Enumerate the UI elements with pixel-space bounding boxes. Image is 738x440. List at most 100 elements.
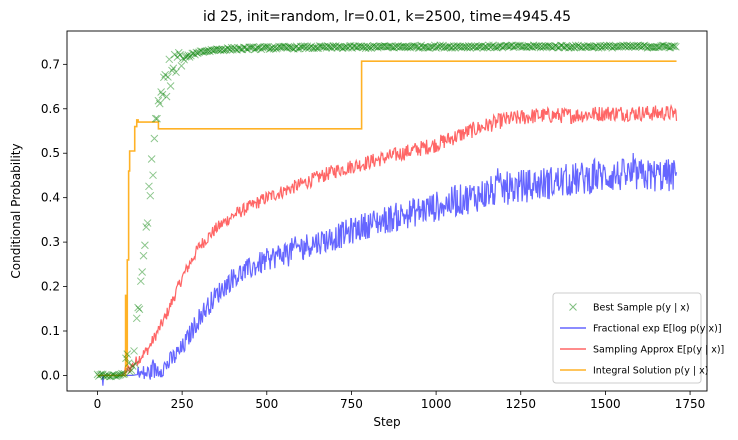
best-sample-point — [397, 42, 405, 51]
best-sample-point — [157, 88, 165, 96]
best-sample-point — [218, 45, 226, 54]
best-sample-point — [245, 43, 254, 52]
best-sample-point — [376, 42, 385, 51]
best-sample-point — [456, 42, 465, 51]
best-sample-point — [556, 41, 565, 50]
best-sample-point — [252, 45, 260, 53]
best-sample-point — [651, 43, 660, 52]
best-sample-point — [199, 48, 207, 57]
best-sample-point — [516, 41, 524, 50]
best-sample-point — [457, 43, 466, 52]
best-sample-point — [401, 43, 409, 51]
best-sample-point — [585, 42, 594, 51]
best-sample-point — [504, 42, 512, 51]
best-sample-point — [260, 42, 268, 51]
best-sample-point — [368, 42, 377, 51]
best-sample-point — [178, 54, 187, 63]
best-sample-point — [552, 42, 561, 51]
best-sample-point — [174, 48, 183, 57]
best-sample-point — [569, 42, 577, 50]
best-sample-point — [514, 41, 523, 50]
y-tick-label: 0.7 — [41, 57, 60, 71]
best-sample-point — [266, 44, 275, 53]
best-sample-point — [547, 43, 556, 51]
best-sample-point — [462, 42, 470, 51]
best-sample-point — [596, 41, 604, 50]
best-sample-point — [318, 42, 327, 51]
best-sample-point — [234, 44, 243, 52]
best-sample-point — [344, 43, 352, 52]
best-sample-point — [570, 43, 579, 52]
best-sample-point — [180, 55, 189, 64]
best-sample-point — [142, 223, 151, 231]
best-sample-point — [208, 46, 217, 55]
best-sample-point — [485, 41, 493, 50]
best-sample-point — [522, 43, 531, 51]
best-sample-point — [359, 43, 367, 51]
best-sample-point — [349, 42, 358, 50]
best-sample-point — [642, 42, 650, 51]
best-sample-point — [635, 42, 644, 51]
best-sample-point — [398, 42, 407, 51]
best-sample-point — [395, 43, 404, 52]
best-sample-point — [636, 41, 645, 50]
best-sample-point — [543, 42, 552, 51]
best-sample-point — [392, 43, 401, 51]
best-sample-point — [319, 43, 328, 51]
best-sample-point — [104, 371, 113, 380]
x-tick-label: 750 — [340, 397, 363, 411]
best-sample-point — [592, 42, 600, 50]
best-sample-point — [539, 43, 547, 52]
series-line-fractional — [97, 152, 678, 386]
best-sample-point — [177, 61, 186, 70]
best-sample-point — [207, 45, 216, 54]
best-sample-point — [451, 44, 459, 52]
best-sample-point — [422, 43, 431, 52]
best-sample-point — [192, 48, 201, 57]
best-sample-point — [124, 359, 133, 367]
best-sample-point — [662, 42, 671, 51]
best-sample-point — [581, 43, 589, 52]
best-sample-point — [210, 46, 218, 55]
best-sample-point — [432, 44, 440, 52]
best-sample-point — [495, 42, 504, 50]
best-sample-point — [410, 42, 419, 50]
best-sample-point — [600, 41, 608, 50]
best-sample-point — [437, 43, 446, 51]
best-sample-point — [491, 42, 500, 51]
best-sample-point — [153, 114, 161, 123]
x-tick-label: 500 — [255, 397, 278, 411]
best-sample-point — [617, 42, 626, 51]
best-sample-point — [120, 369, 129, 378]
best-sample-point — [154, 96, 163, 105]
best-sample-point — [655, 43, 664, 51]
best-sample-point — [235, 44, 244, 53]
best-sample-point — [173, 53, 182, 61]
best-sample-point — [261, 43, 270, 51]
best-sample-point — [428, 43, 436, 52]
best-sample-point — [567, 43, 576, 52]
best-sample-point — [195, 48, 203, 57]
best-sample-point — [225, 45, 233, 53]
y-tick-label: 0.6 — [41, 102, 60, 116]
best-sample-point — [615, 42, 623, 51]
best-sample-point — [128, 362, 137, 370]
best-sample-point — [201, 47, 210, 56]
best-sample-point — [288, 44, 297, 53]
best-sample-point — [611, 42, 619, 51]
best-sample-point — [601, 42, 610, 51]
best-sample-point — [143, 219, 152, 227]
series-line-integral-solution — [97, 60, 677, 377]
best-sample-point — [185, 53, 194, 61]
best-sample-point — [643, 43, 652, 52]
best-sample-point — [537, 42, 546, 50]
best-sample-point — [100, 372, 109, 381]
best-sample-point — [468, 43, 477, 52]
best-sample-point — [433, 42, 442, 51]
best-sample-point — [105, 372, 114, 381]
best-sample-point — [136, 277, 145, 286]
best-sample-point — [613, 43, 622, 51]
best-sample-point — [258, 43, 267, 52]
best-sample-point — [203, 47, 212, 55]
best-sample-point — [429, 43, 438, 51]
